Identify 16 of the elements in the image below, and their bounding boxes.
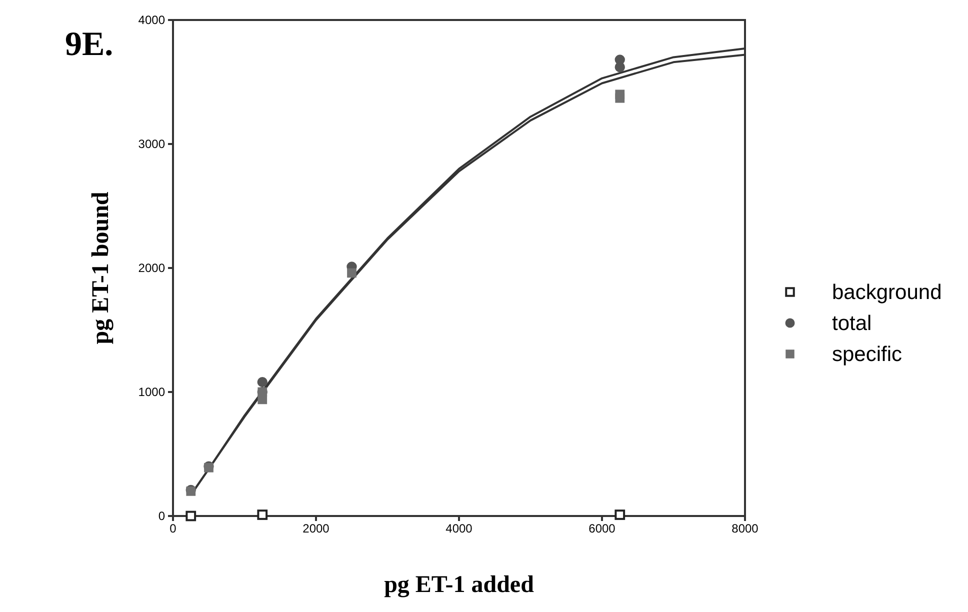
x-tick-label: 2000 [302, 522, 330, 536]
legend-label: specific [832, 343, 902, 366]
y-tick-label: 3000 [138, 136, 166, 151]
y-tick-label: 4000 [138, 12, 166, 27]
x-tick-label: 6000 [588, 522, 616, 536]
chart-title: 9E. [65, 26, 114, 63]
y-tick-label: 1000 [138, 384, 166, 399]
y-axis-title: pg ET-1 bound [88, 191, 114, 344]
legend-label: total [832, 312, 872, 335]
x-tick-label: 8000 [732, 522, 759, 536]
x-tick-label: 0 [170, 522, 177, 536]
y-tick-label: 0 [158, 508, 166, 523]
x-axis-title: pg ET-1 added [384, 572, 535, 598]
legend-label: background [832, 281, 942, 304]
x-tick-label: 4000 [446, 522, 473, 536]
y-tick-label: 2000 [138, 260, 166, 275]
